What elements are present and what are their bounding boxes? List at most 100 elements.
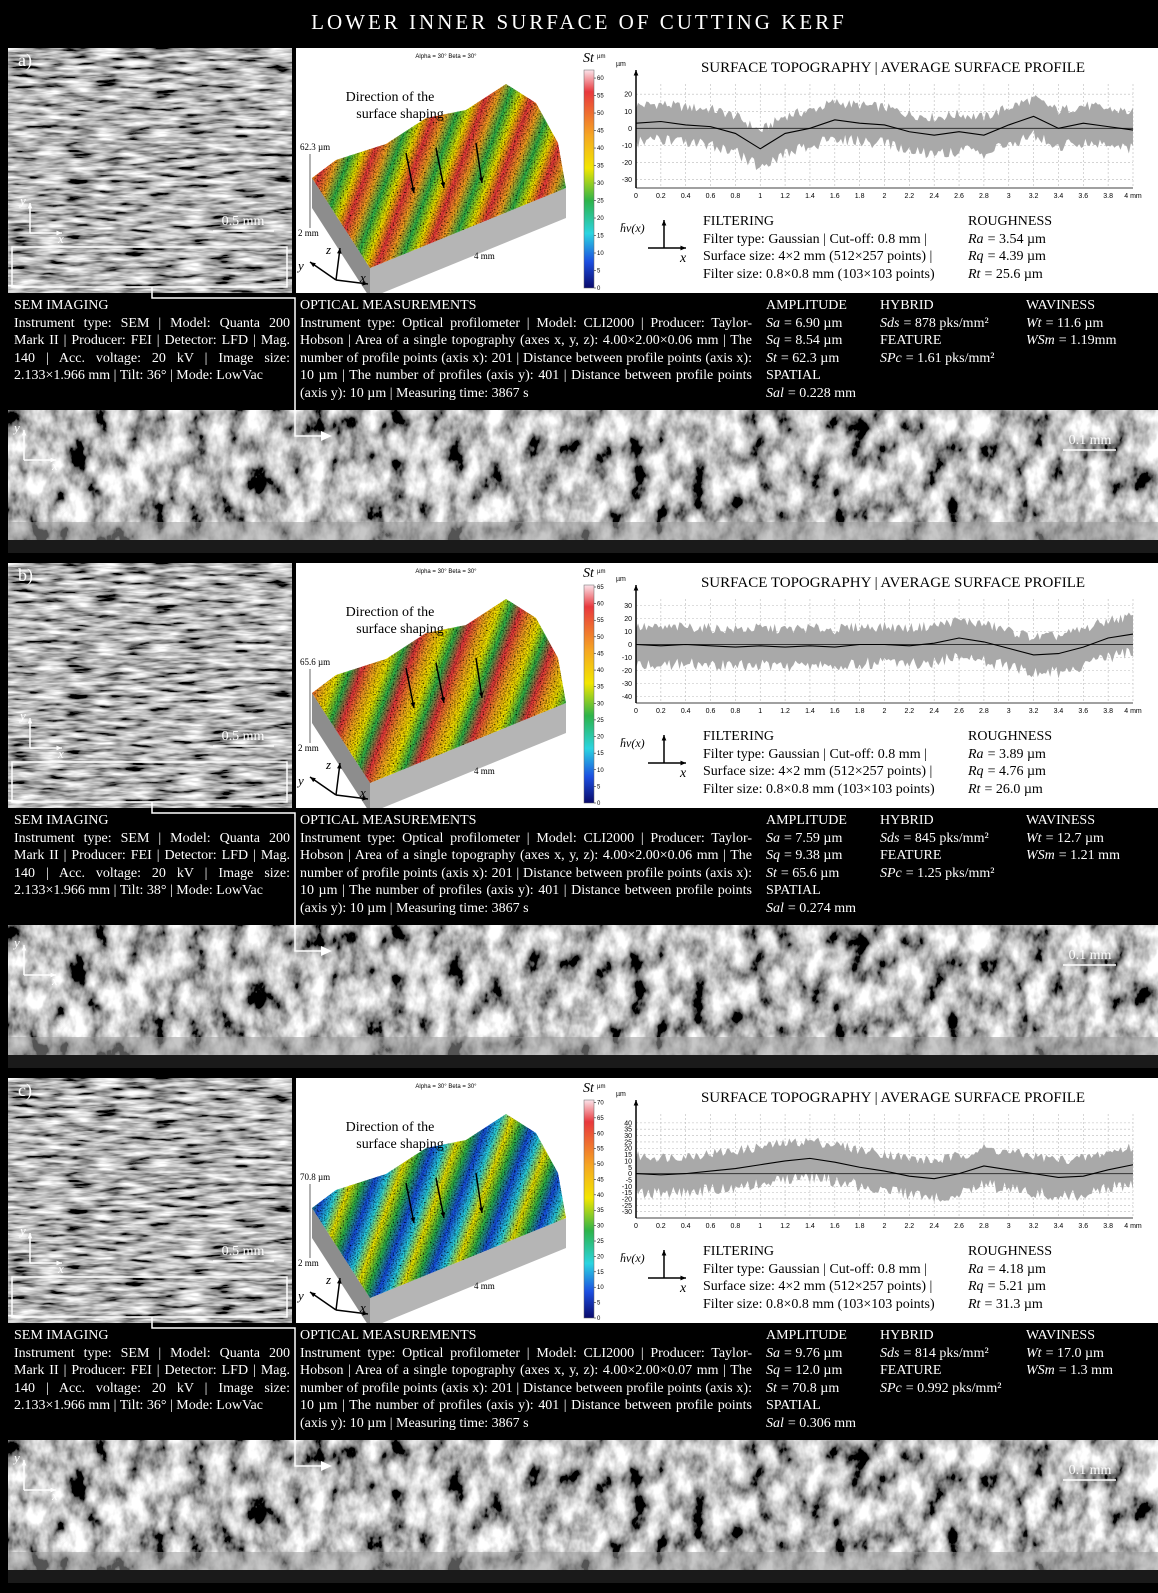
parameter: Sq= 9.38 µm <box>766 847 876 865</box>
colorbar-tick-label: 20 <box>597 735 604 741</box>
heading: HYBRID <box>880 1327 1020 1345</box>
x-tick-label: 4 mm <box>1124 1223 1142 1230</box>
parameter: Ra= 3.89 µm <box>968 746 1052 764</box>
sem-strip: yx0.1 mm <box>8 925 1158 1068</box>
y-tick-label: 0 <box>628 642 632 649</box>
scale-label: 0.5 mm <box>222 729 265 744</box>
x-tick-label: 2.4 <box>929 1223 939 1230</box>
axis-label: x <box>51 458 58 473</box>
colorbar-tick-label: 25 <box>597 718 604 724</box>
colorbar-tick-label: 40 <box>597 1193 604 1199</box>
parameter: Rq= 4.76 µm <box>968 763 1052 781</box>
view-angles: Alpha = 30° Beta = 30° <box>415 54 477 60</box>
heading: OPTICAL MEASUREMENTS <box>300 1327 752 1345</box>
heading: OPTICAL MEASUREMENTS <box>300 812 752 830</box>
amplitude-block: AMPLITUDESa= 6.90 µmSq= 8.54 µmSt= 62.3 … <box>766 297 876 402</box>
heading: SEM IMAGING <box>14 812 290 830</box>
strip-base <box>8 1570 1158 1583</box>
parameter-symbol: St <box>766 1381 777 1396</box>
heading: AMPLITUDE <box>766 1327 876 1345</box>
colorbar-unit: µm <box>597 569 605 575</box>
x-tick-label: 2.2 <box>904 708 914 715</box>
profile-axis-label: h̄v(x) <box>620 736 645 750</box>
topography: Alpha = 30° Beta = 30°Direction of thesu… <box>296 1078 580 1323</box>
x-tick-label: 1 <box>758 193 762 200</box>
description: Instrument type: SEM | Model: Quanta 200… <box>14 1345 290 1415</box>
parameter: SPc= 0.992 pks/mm² <box>880 1380 1020 1398</box>
y-tick-label: 20 <box>624 616 632 623</box>
axis-label: x <box>679 1281 687 1296</box>
filtering-line: Filter size: 0.8×0.8 mm (103×103 points) <box>703 266 965 284</box>
length-label: 4 mm <box>474 1281 495 1291</box>
y-axis-head <box>634 70 639 76</box>
heading: FILTERING <box>703 1243 965 1261</box>
scale-label: 0.1 mm <box>1069 948 1112 963</box>
sem-imaging-block: SEM IMAGINGInstrument type: SEM | Model:… <box>14 1327 290 1415</box>
colorbar-tick-label: 10 <box>597 251 604 257</box>
y-tick-label: -10 <box>622 655 632 662</box>
colorbar-tick-label: 5 <box>597 1301 601 1307</box>
axis-label: x <box>51 1488 58 1503</box>
x-tick-label: 2.8 <box>979 193 989 200</box>
parameter-value: = 8.54 µm <box>784 333 842 348</box>
x-tick-label: 2.8 <box>979 708 989 715</box>
x-tick-label: 3.2 <box>1029 1223 1039 1230</box>
parameter-symbol: WSm <box>1026 1363 1055 1378</box>
strip-edge <box>8 1037 1158 1055</box>
parameter-symbol: WSm <box>1026 333 1055 348</box>
y-tick-label: 10 <box>624 629 632 636</box>
profile-axis-label: h̄v(x) <box>620 221 645 235</box>
x-tick-label: 2.4 <box>929 708 939 715</box>
parameter-symbol: Wt <box>1026 831 1042 846</box>
x-tick-label: 0 <box>634 708 638 715</box>
figure-title: LOWER INNER SURFACE OF CUTTING KERF <box>0 10 1158 35</box>
x-tick-label: 3 <box>1007 193 1011 200</box>
colorbar-tick-label: 55 <box>597 618 604 624</box>
colorbar-tick-label: 35 <box>597 1208 604 1214</box>
x-tick-label: 4 mm <box>1124 708 1142 715</box>
axis-arrow-head <box>662 1250 667 1256</box>
parameter: SPc= 1.25 pks/mm² <box>880 865 1020 883</box>
colorbar-tick-label: 45 <box>597 129 604 135</box>
filtering-line: Filter type: Gaussian | Cut-off: 0.8 mm … <box>703 231 965 249</box>
amplitude-block: AMPLITUDESa= 7.59 µmSq= 9.38 µmSt= 65.6 … <box>766 812 876 917</box>
height-label: 70.8 µm <box>300 1172 330 1182</box>
profile-title: SURFACE TOPOGRAPHY | AVERAGE SURFACE PRO… <box>701 1090 1085 1106</box>
heading: ROUGHNESS <box>968 213 1052 231</box>
parameter: Rt= 31.3 µm <box>968 1296 1052 1314</box>
axis-label: x <box>57 1261 64 1276</box>
parameter-symbol: St <box>766 351 777 366</box>
parameter-value: = 4.76 µm <box>988 764 1046 779</box>
roughness-block: ROUGHNESSRa= 4.18 µmRq= 5.21 µmRt= 31.3 … <box>968 1243 1052 1313</box>
parameter: Sa= 6.90 µm <box>766 315 876 333</box>
parameter-symbol: Ra <box>968 232 984 247</box>
scale-label: 0.1 mm <box>1069 1463 1112 1478</box>
parameter: Sq= 12.0 µm <box>766 1362 876 1380</box>
x-tick-label: 2.2 <box>904 1223 914 1230</box>
axis-arrow-head <box>680 246 686 251</box>
parameter-symbol: Rt <box>968 1297 980 1312</box>
waviness-block: WAVINESSWt= 12.7 µmWSm= 1.21 mm <box>1026 812 1156 865</box>
x-tick-label: 1.8 <box>855 1223 865 1230</box>
heading: SEM IMAGING <box>14 297 290 315</box>
parameter: Wt= 12.7 µm <box>1026 830 1156 848</box>
x-tick-label: 1.8 <box>855 708 865 715</box>
colorbar-tick-label: 50 <box>597 635 604 641</box>
parameter-symbol: Rt <box>968 782 980 797</box>
axis-label: y <box>12 935 20 950</box>
depth-label: 2 mm <box>298 228 319 238</box>
colorbar-tick-label: 35 <box>597 685 604 691</box>
colorbar-tick-label: 60 <box>597 1131 604 1137</box>
axis-label: x <box>359 785 366 800</box>
axis-label: y <box>18 1223 26 1238</box>
axis-label: z <box>325 242 331 257</box>
x-tick-label: 0.4 <box>681 1223 691 1230</box>
parameter-value: = 1.61 pks/mm² <box>906 351 995 366</box>
heading: WAVINESS <box>1026 297 1156 315</box>
parameter: Sds= 845 pks/mm² <box>880 830 1020 848</box>
hybrid-block: HYBRIDSds= 845 pks/mm²FEATURESPc= 1.25 p… <box>880 812 1020 882</box>
colorbar-tick-label: 65 <box>597 585 604 591</box>
x-tick-label: 2.8 <box>979 1223 989 1230</box>
